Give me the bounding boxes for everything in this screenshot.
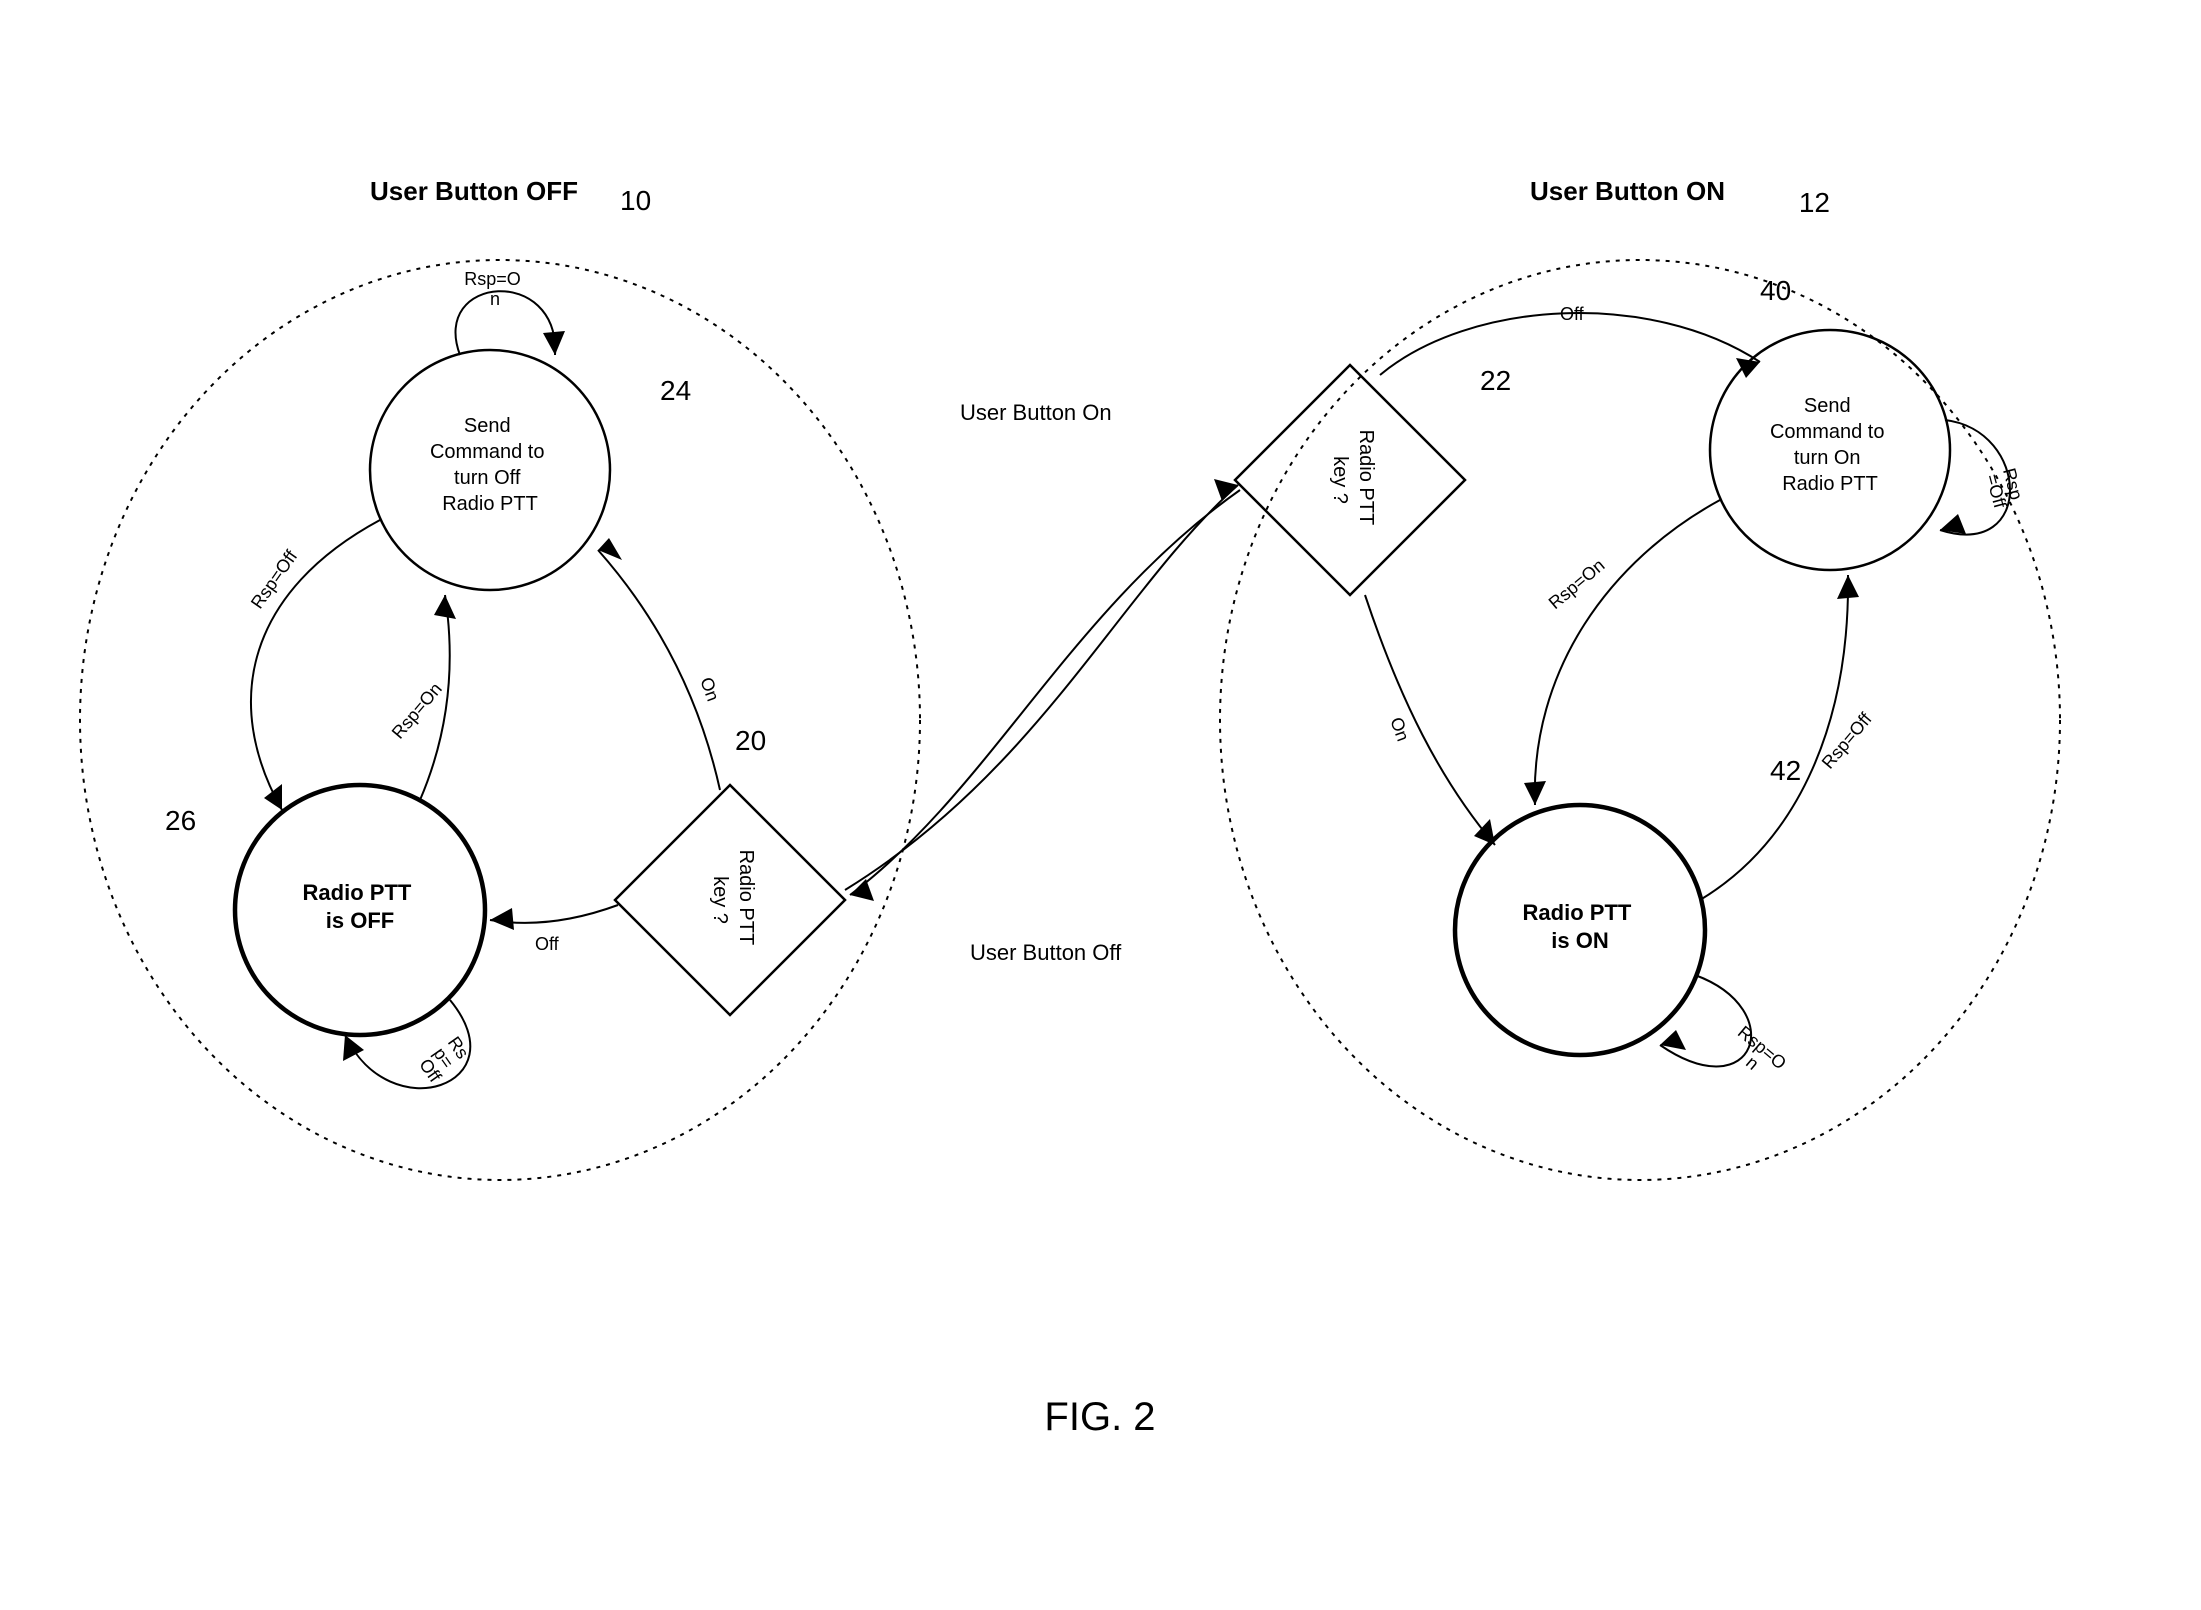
edge-off-radio-self-label: Rs p= Off — [414, 1033, 475, 1087]
edge-off-send-to-radio-label: Rsp=Off — [247, 546, 302, 613]
node-radio-off-ref: 26 — [165, 805, 196, 836]
cluster-off-ref: 10 — [620, 185, 651, 216]
edge-on-radio-self-label: Rsp=O n — [1722, 1022, 1794, 1091]
edge-off-radio-to-send-label: Rsp=On — [388, 679, 446, 743]
edge-off-send-to-radio-arrow — [264, 784, 282, 810]
node-send-on-text: Send Command to turn On Radio PTT — [1770, 395, 1890, 495]
edge-user-on-arrow — [1214, 479, 1238, 501]
edge-off-send-self-label: Rsp=O n — [464, 269, 526, 309]
node-dec-on-text: Radio PTT key ? — [1329, 430, 1377, 531]
node-send-on-ref: 40 — [1760, 275, 1791, 306]
edge-on-radio-to-send-label: Rsp=Off — [1818, 708, 1877, 772]
node-dec-off-ref: 20 — [735, 725, 766, 756]
edge-on-radio-to-send-arrow — [1837, 575, 1859, 599]
cluster-off-title: User Button OFF — [370, 176, 578, 206]
node-radio-on-ref: 42 — [1770, 755, 1801, 786]
node-send-off-ref: 24 — [660, 375, 691, 406]
edge-on-dec-to-radio-label: On — [1386, 715, 1413, 744]
edge-on-send-self-label: Rsp =Off — [1982, 466, 2028, 512]
edge-on-send-to-radio-arrow — [1524, 781, 1546, 805]
state-diagram: User Button OFF 10 User Button ON 12 Sen… — [0, 0, 2201, 1610]
node-send-off-text: Send Command to turn Off Radio PTT — [430, 415, 550, 515]
edge-off-dec-to-radio-label: Off — [535, 934, 560, 954]
edge-on-dec-to-send-arrow — [1736, 358, 1760, 378]
edge-off-send-self-arrow — [543, 331, 565, 355]
node-radio-on-text: Radio PTT is ON — [1523, 900, 1638, 953]
cluster-off-outline — [80, 260, 920, 1180]
edge-off-dec-to-send — [598, 550, 720, 790]
edge-on-radio-to-send — [1700, 575, 1848, 900]
edge-user-off — [850, 490, 1240, 895]
edge-user-off-arrow — [850, 879, 874, 901]
edge-user-on-label: User Button On — [960, 400, 1112, 425]
edge-on-dec-to-send-label: Off — [1560, 304, 1585, 324]
node-dec-on-ref: 22 — [1480, 365, 1511, 396]
cluster-on-ref: 12 — [1799, 187, 1830, 218]
edge-on-dec-to-radio — [1365, 595, 1495, 845]
edge-off-dec-to-send-arrow — [598, 538, 622, 560]
edge-on-radio-self — [1660, 975, 1751, 1066]
edge-off-send-self — [455, 291, 555, 355]
edge-off-radio-self-arrow — [343, 1035, 364, 1061]
edge-off-radio-to-send-arrow — [434, 595, 456, 619]
node-dec-off-text: Radio PTT key ? — [709, 850, 757, 951]
figure-caption: FIG. 2 — [1044, 1395, 1155, 1439]
cluster-on-title: User Button ON — [1530, 176, 1725, 206]
edge-off-dec-to-send-label: On — [696, 675, 723, 704]
edge-off-send-to-radio — [251, 520, 380, 810]
edge-user-off-label: User Button Off — [970, 940, 1122, 965]
edge-off-dec-to-radio-arrow — [490, 908, 514, 930]
node-radio-off-text: Radio PTT is OFF — [303, 880, 418, 933]
edge-on-send-to-radio — [1535, 500, 1720, 805]
